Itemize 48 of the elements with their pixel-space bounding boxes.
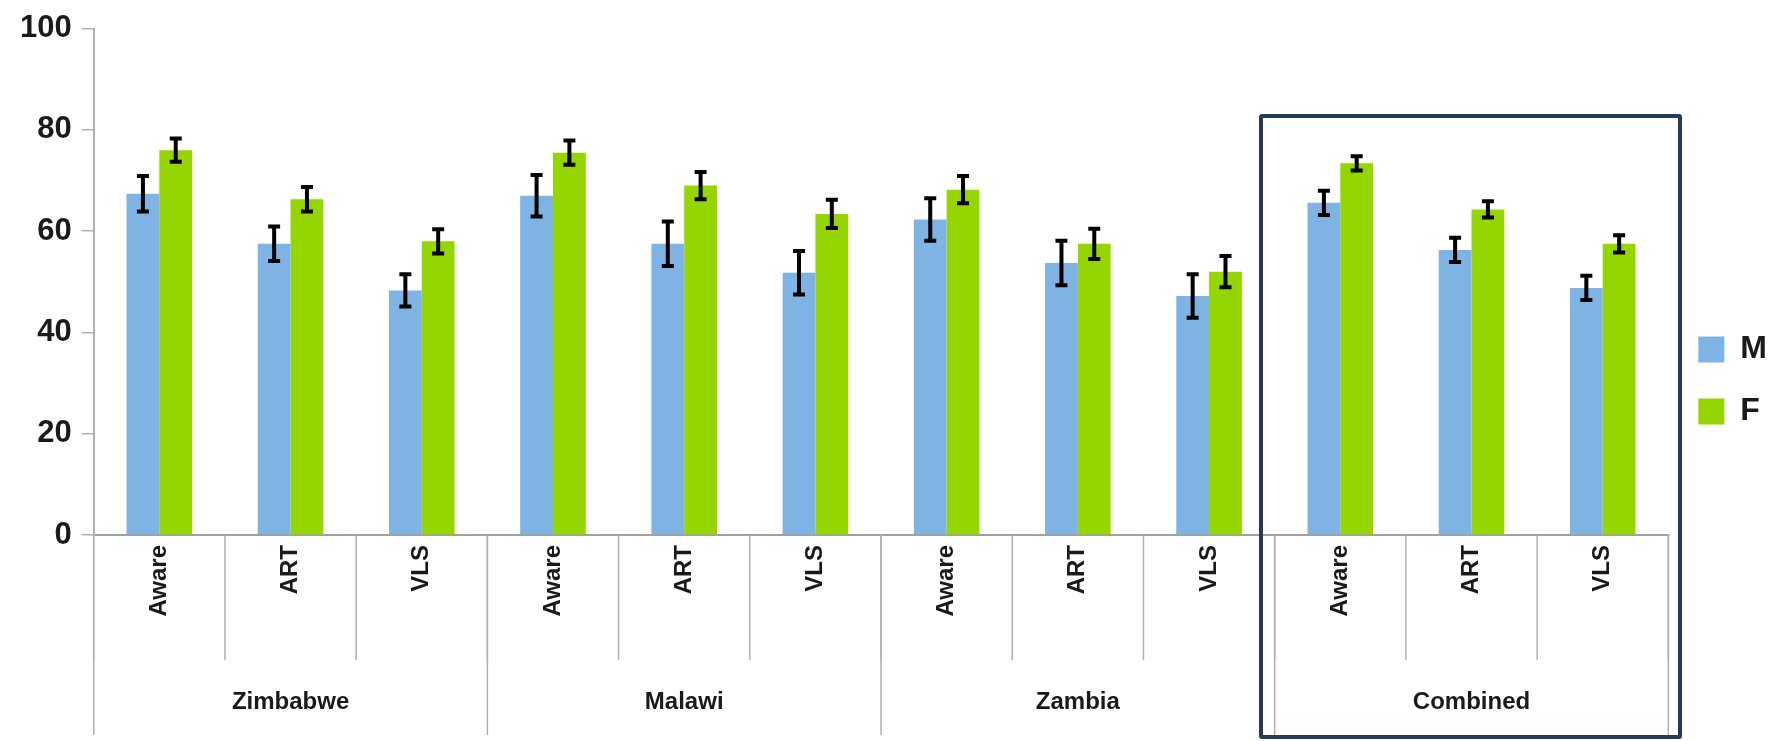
bar <box>651 243 685 535</box>
bar <box>290 199 324 535</box>
bar <box>388 290 422 535</box>
y-tick-label: 20 <box>37 414 72 450</box>
x-tick-label: ART <box>1062 544 1090 595</box>
text: Malawi <box>644 686 724 714</box>
x-tick-label: ART <box>668 544 696 595</box>
bar <box>520 195 553 535</box>
bar <box>126 193 160 535</box>
bar <box>159 150 193 535</box>
x-tick-label: Aware <box>931 545 959 617</box>
x-tick-label: Aware <box>143 545 171 617</box>
x-tick-label: VLS <box>1587 545 1615 592</box>
x-tick-label: ART <box>275 544 303 595</box>
bar <box>1045 263 1078 535</box>
bar <box>782 272 816 535</box>
text: Zambia <box>1035 686 1121 714</box>
bar <box>913 219 947 535</box>
bar <box>1438 249 1472 535</box>
bar <box>684 185 718 535</box>
legend-label: M <box>1740 329 1767 366</box>
bar <box>1340 163 1374 535</box>
text: Combined <box>1412 686 1531 714</box>
bar <box>1209 271 1242 535</box>
x-tick-label: VLS <box>406 545 434 592</box>
x-tick-label: Aware <box>1324 545 1352 617</box>
y-tick-label: 100 <box>19 9 72 45</box>
bar <box>1077 243 1111 535</box>
x-tick-label: ART <box>1456 544 1484 595</box>
y-tick-label: 80 <box>37 110 72 146</box>
bar <box>946 189 980 535</box>
bar <box>257 243 291 535</box>
bar <box>1471 209 1505 535</box>
bar <box>815 213 849 535</box>
legend-label: F <box>1740 391 1760 428</box>
bar <box>1307 202 1341 535</box>
bar <box>1176 295 1210 535</box>
bar <box>421 241 455 535</box>
x-tick-label: Aware <box>537 545 565 617</box>
bar <box>552 152 586 535</box>
y-tick-label: 60 <box>37 211 72 247</box>
text: Zimbabwe <box>231 686 350 714</box>
bar <box>1569 287 1603 535</box>
y-tick-label: 0 <box>54 515 72 551</box>
y-tick-label: 40 <box>37 312 72 348</box>
x-tick-label: VLS <box>1193 545 1221 592</box>
bar <box>1602 243 1636 535</box>
x-tick-label: VLS <box>800 545 828 592</box>
